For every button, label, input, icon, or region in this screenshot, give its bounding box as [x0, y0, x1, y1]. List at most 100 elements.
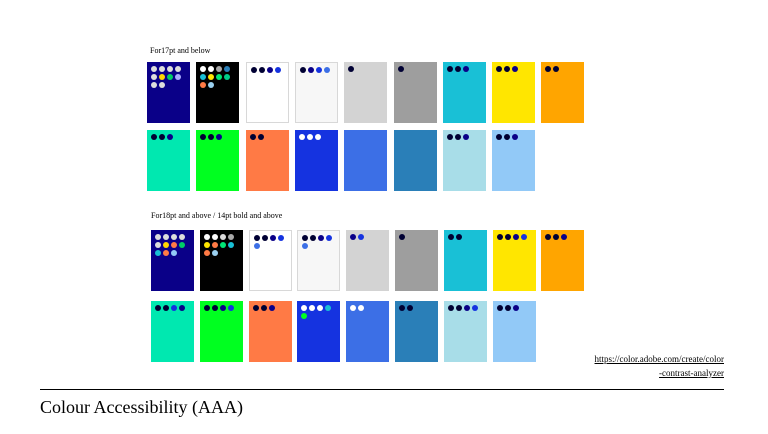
section-title-small-text: For17pt and below: [150, 46, 211, 55]
color-swatch: [249, 230, 292, 291]
text-color-dot: [299, 134, 305, 140]
text-color-dot: [309, 305, 315, 311]
text-color-dot: [179, 234, 185, 240]
color-swatch: [147, 130, 190, 191]
text-color-dot: [171, 305, 177, 311]
color-swatch: [493, 301, 536, 362]
text-color-dot: [167, 66, 173, 72]
color-swatch: [492, 130, 535, 191]
text-color-dot: [456, 305, 462, 311]
swatch-dots: [497, 305, 534, 311]
text-color-dot: [302, 235, 308, 241]
swatch-dots: [299, 134, 336, 140]
swatch-dots: [399, 234, 436, 240]
text-color-dot: [163, 234, 169, 240]
text-color-dot: [269, 305, 275, 311]
text-color-dot: [159, 74, 165, 80]
text-color-dot: [224, 74, 230, 80]
text-color-dot: [220, 305, 226, 311]
text-color-dot: [151, 134, 157, 140]
text-color-dot: [212, 250, 218, 256]
divider: [40, 389, 724, 390]
swatch-dots: [350, 234, 387, 240]
text-color-dot: [448, 234, 454, 240]
text-color-dot: [496, 66, 502, 72]
color-swatch: [394, 130, 437, 191]
text-color-dot: [267, 67, 273, 73]
text-color-dot: [456, 234, 462, 240]
text-color-dot: [270, 235, 276, 241]
color-swatch: [249, 301, 292, 362]
color-swatch: [196, 130, 239, 191]
color-swatch: [151, 301, 194, 362]
swatch-dots: [204, 305, 241, 311]
text-color-dot: [155, 234, 161, 240]
text-color-dot: [472, 305, 478, 311]
color-swatch: [444, 230, 487, 291]
swatch-dots: [200, 134, 237, 140]
swatch-dots: [253, 305, 290, 311]
text-color-dot: [325, 305, 331, 311]
swatch-dots: [399, 305, 436, 311]
text-color-dot: [155, 305, 161, 311]
text-color-dot: [224, 66, 230, 72]
text-color-dot: [300, 67, 306, 73]
text-color-dot: [216, 134, 222, 140]
swatch-dots: [254, 235, 291, 249]
color-swatch: [246, 130, 289, 191]
text-color-dot: [216, 66, 222, 72]
text-color-dot: [497, 305, 503, 311]
source-link[interactable]: https://color.adobe.com/create/color-con…: [594, 354, 724, 378]
text-color-dot: [204, 250, 210, 256]
swatch-dots: [300, 67, 337, 73]
text-color-dot: [159, 134, 165, 140]
text-color-dot: [200, 66, 206, 72]
text-color-dot: [254, 235, 260, 241]
text-color-dot: [155, 250, 161, 256]
color-swatch: [200, 230, 243, 291]
text-color-dot: [204, 234, 210, 240]
text-color-dot: [350, 305, 356, 311]
swatch-dots: [496, 66, 533, 72]
text-color-dot: [358, 305, 364, 311]
text-color-dot: [496, 134, 502, 140]
text-color-dot: [167, 134, 173, 140]
text-color-dot: [512, 134, 518, 140]
color-swatch: [147, 62, 190, 123]
text-color-dot: [155, 242, 161, 248]
text-color-dot: [318, 235, 324, 241]
swatch-dots: [151, 66, 188, 88]
text-color-dot: [228, 305, 234, 311]
text-color-dot: [301, 313, 307, 319]
color-swatch: [443, 62, 486, 123]
text-color-dot: [151, 66, 157, 72]
text-color-dot: [348, 66, 354, 72]
text-color-dot: [261, 305, 267, 311]
text-color-dot: [159, 66, 165, 72]
text-color-dot: [179, 305, 185, 311]
text-color-dot: [262, 235, 268, 241]
swatch-dots: [545, 66, 582, 72]
swatch-dots: [200, 66, 237, 88]
color-swatch: [200, 301, 243, 362]
color-swatch: [493, 230, 536, 291]
text-color-dot: [504, 134, 510, 140]
swatch-dots: [447, 134, 484, 140]
text-color-dot: [504, 66, 510, 72]
swatch-dots: [348, 66, 385, 72]
swatch-dots: [398, 66, 435, 72]
text-color-dot: [212, 234, 218, 240]
color-swatch: [344, 130, 387, 191]
text-color-dot: [310, 235, 316, 241]
text-color-dot: [399, 305, 405, 311]
text-color-dot: [204, 305, 210, 311]
text-color-dot: [171, 250, 177, 256]
text-color-dot: [208, 74, 214, 80]
text-color-dot: [171, 234, 177, 240]
text-color-dot: [200, 74, 206, 80]
text-color-dot: [200, 134, 206, 140]
text-color-dot: [317, 305, 323, 311]
text-color-dot: [175, 66, 181, 72]
color-swatch: [395, 230, 438, 291]
text-color-dot: [350, 234, 356, 240]
